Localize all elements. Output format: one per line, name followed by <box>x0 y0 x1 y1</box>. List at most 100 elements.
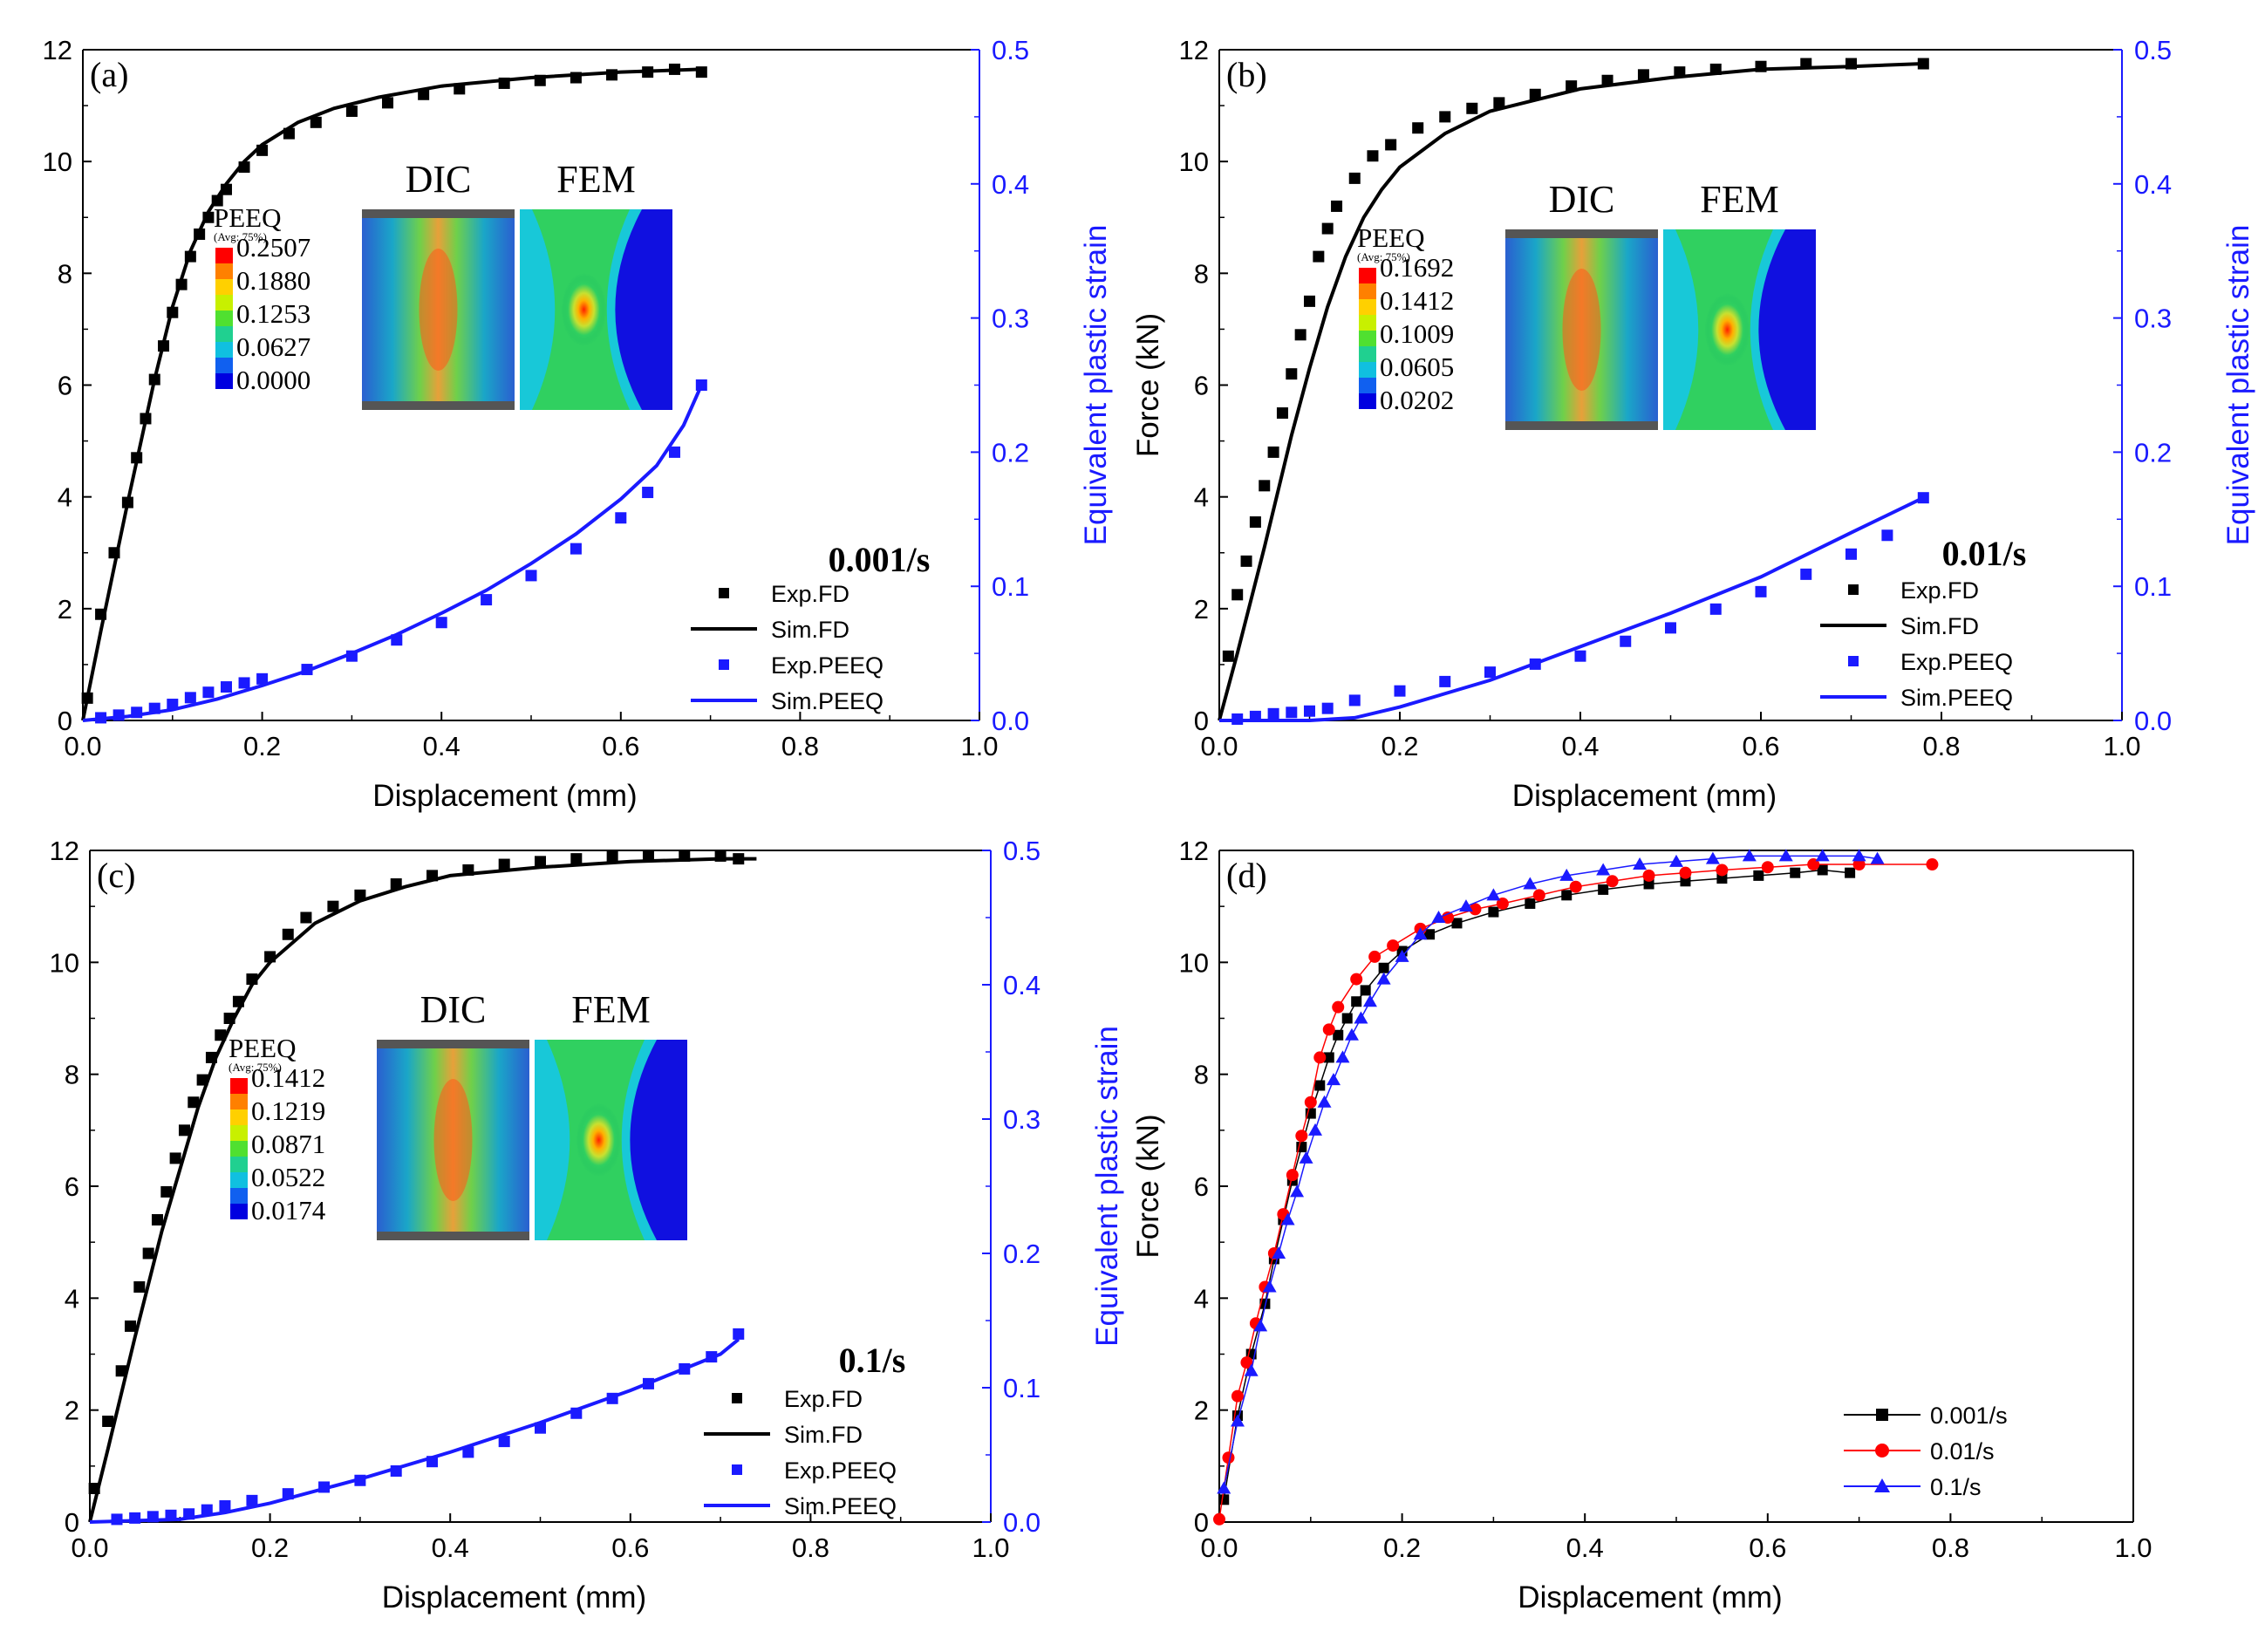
legend-symbol <box>1848 656 1859 666</box>
scale-swatch <box>230 1125 248 1141</box>
y2-tick-label: 0.3 <box>992 304 1029 334</box>
legend-label: 0.001/s <box>1930 1403 2008 1429</box>
x-tick-label: 0.6 <box>602 731 639 761</box>
data-point <box>1222 650 1234 662</box>
y2-tick-label: 0.0 <box>992 706 1029 736</box>
series-0-1-s <box>1217 849 1885 1494</box>
legend-label: Sim.FD <box>784 1422 863 1448</box>
data-point <box>1716 873 1728 884</box>
data-point <box>1253 1319 1268 1332</box>
data-point <box>178 1124 190 1137</box>
data-point <box>1709 603 1722 615</box>
dic-grip-top <box>362 209 515 218</box>
data-point <box>1362 994 1377 1007</box>
y-tick-label: 2 <box>58 594 72 625</box>
series-0-001-s <box>1218 864 1856 1505</box>
data-point <box>1800 568 1812 580</box>
y-tick-label: 6 <box>58 371 72 401</box>
y-tick-label: 6 <box>65 1171 79 1202</box>
legend-label: 0.1/s <box>1930 1474 1982 1500</box>
y-axis-title: Force (kN) <box>1131 313 1165 457</box>
data-point <box>1424 929 1436 940</box>
data-point <box>184 692 196 704</box>
data-point <box>733 1328 745 1340</box>
series-line <box>1223 855 1878 1489</box>
data-point <box>246 1494 258 1506</box>
data-point <box>1360 985 1371 996</box>
data-point <box>1344 1027 1359 1041</box>
legend-symbol <box>719 588 729 598</box>
series-line <box>88 857 757 1523</box>
y-tick-label: 6 <box>1194 1171 1209 1202</box>
scale-swatch <box>215 342 233 358</box>
scale-value: 0.0627 <box>236 331 310 362</box>
data-point <box>615 512 627 524</box>
series-line <box>1219 495 1925 722</box>
y-tick-label: 0 <box>1194 706 1209 736</box>
y2-tick-label: 0.5 <box>992 35 1029 65</box>
data-point <box>160 1185 173 1198</box>
data-point <box>1368 950 1382 963</box>
data-point <box>1439 111 1451 123</box>
data-point <box>382 97 394 109</box>
data-point <box>1304 295 1315 307</box>
data-point <box>1852 849 1866 862</box>
legend-label: Sim.FD <box>771 617 849 643</box>
legend-label: Sim.FD <box>1900 613 1979 639</box>
x-axis-title: Displacement (mm) <box>1518 1580 1782 1614</box>
x-tick-label: 0.4 <box>1566 1533 1604 1563</box>
data-point <box>151 1214 163 1225</box>
fem-contour-image <box>520 209 672 410</box>
data-point <box>1333 1029 1344 1041</box>
series-Sim-FD <box>1218 62 1924 721</box>
x-tick-label: 1.0 <box>2103 731 2140 761</box>
y-tick-label: 2 <box>65 1396 79 1426</box>
data-point <box>1299 1150 1313 1164</box>
data-point <box>1331 200 1343 212</box>
scale-swatch <box>215 326 233 342</box>
data-point <box>1348 172 1361 184</box>
y-tick-label: 4 <box>1194 1283 1209 1314</box>
y-tick-label: 0 <box>1194 1507 1209 1538</box>
scale-value: 0.0000 <box>236 365 310 395</box>
scale-swatch <box>215 248 233 263</box>
data-point <box>1532 889 1545 902</box>
data-point <box>220 681 232 693</box>
x-tick-label: 0.8 <box>792 1533 829 1563</box>
scale-swatch <box>230 1078 248 1094</box>
data-point <box>1484 666 1496 679</box>
data-point <box>345 105 358 117</box>
data-point <box>1716 864 1729 877</box>
y2-axis-title: Equivalent plastic strain <box>2221 225 2255 546</box>
data-point <box>1348 694 1361 707</box>
data-point <box>133 1281 146 1293</box>
data-point <box>1385 139 1397 151</box>
scale-swatch <box>230 1204 248 1219</box>
data-point <box>1314 1080 1326 1091</box>
y2-tick-label: 0.1 <box>1003 1373 1040 1403</box>
data-point <box>1665 622 1676 634</box>
y-tick-label: 12 <box>1179 35 1209 65</box>
y2-tick-label: 0.0 <box>1003 1507 1040 1538</box>
x-tick-label: 0.8 <box>1932 1533 1969 1563</box>
data-point <box>1815 849 1830 862</box>
scale-value: 0.0522 <box>251 1162 325 1192</box>
x-tick-label: 1.0 <box>960 731 998 761</box>
scale-title: PEEQ <box>214 202 282 233</box>
inset-dic-title: DIC <box>420 988 487 1031</box>
x-tick-label: 0.6 <box>1742 731 1779 761</box>
data-point <box>462 1446 474 1458</box>
peeq-color-scale: PEEQ(Avg: 75%)0.16920.14120.10090.06050.… <box>1357 222 1454 415</box>
strain-rate-label: 0.01/s <box>1942 534 2027 573</box>
data-point <box>1304 705 1315 717</box>
data-point <box>606 850 618 862</box>
y-tick-label: 4 <box>58 482 72 513</box>
legend-label: Exp.FD <box>771 581 849 607</box>
x-tick-label: 0.8 <box>781 731 819 761</box>
data-point <box>1742 849 1757 862</box>
x-tick-label: 0.4 <box>1561 731 1599 761</box>
x-tick-label: 0.0 <box>71 1533 108 1563</box>
data-point <box>1218 1494 1230 1505</box>
y-tick-label: 4 <box>65 1283 79 1314</box>
data-point <box>1323 1052 1334 1063</box>
